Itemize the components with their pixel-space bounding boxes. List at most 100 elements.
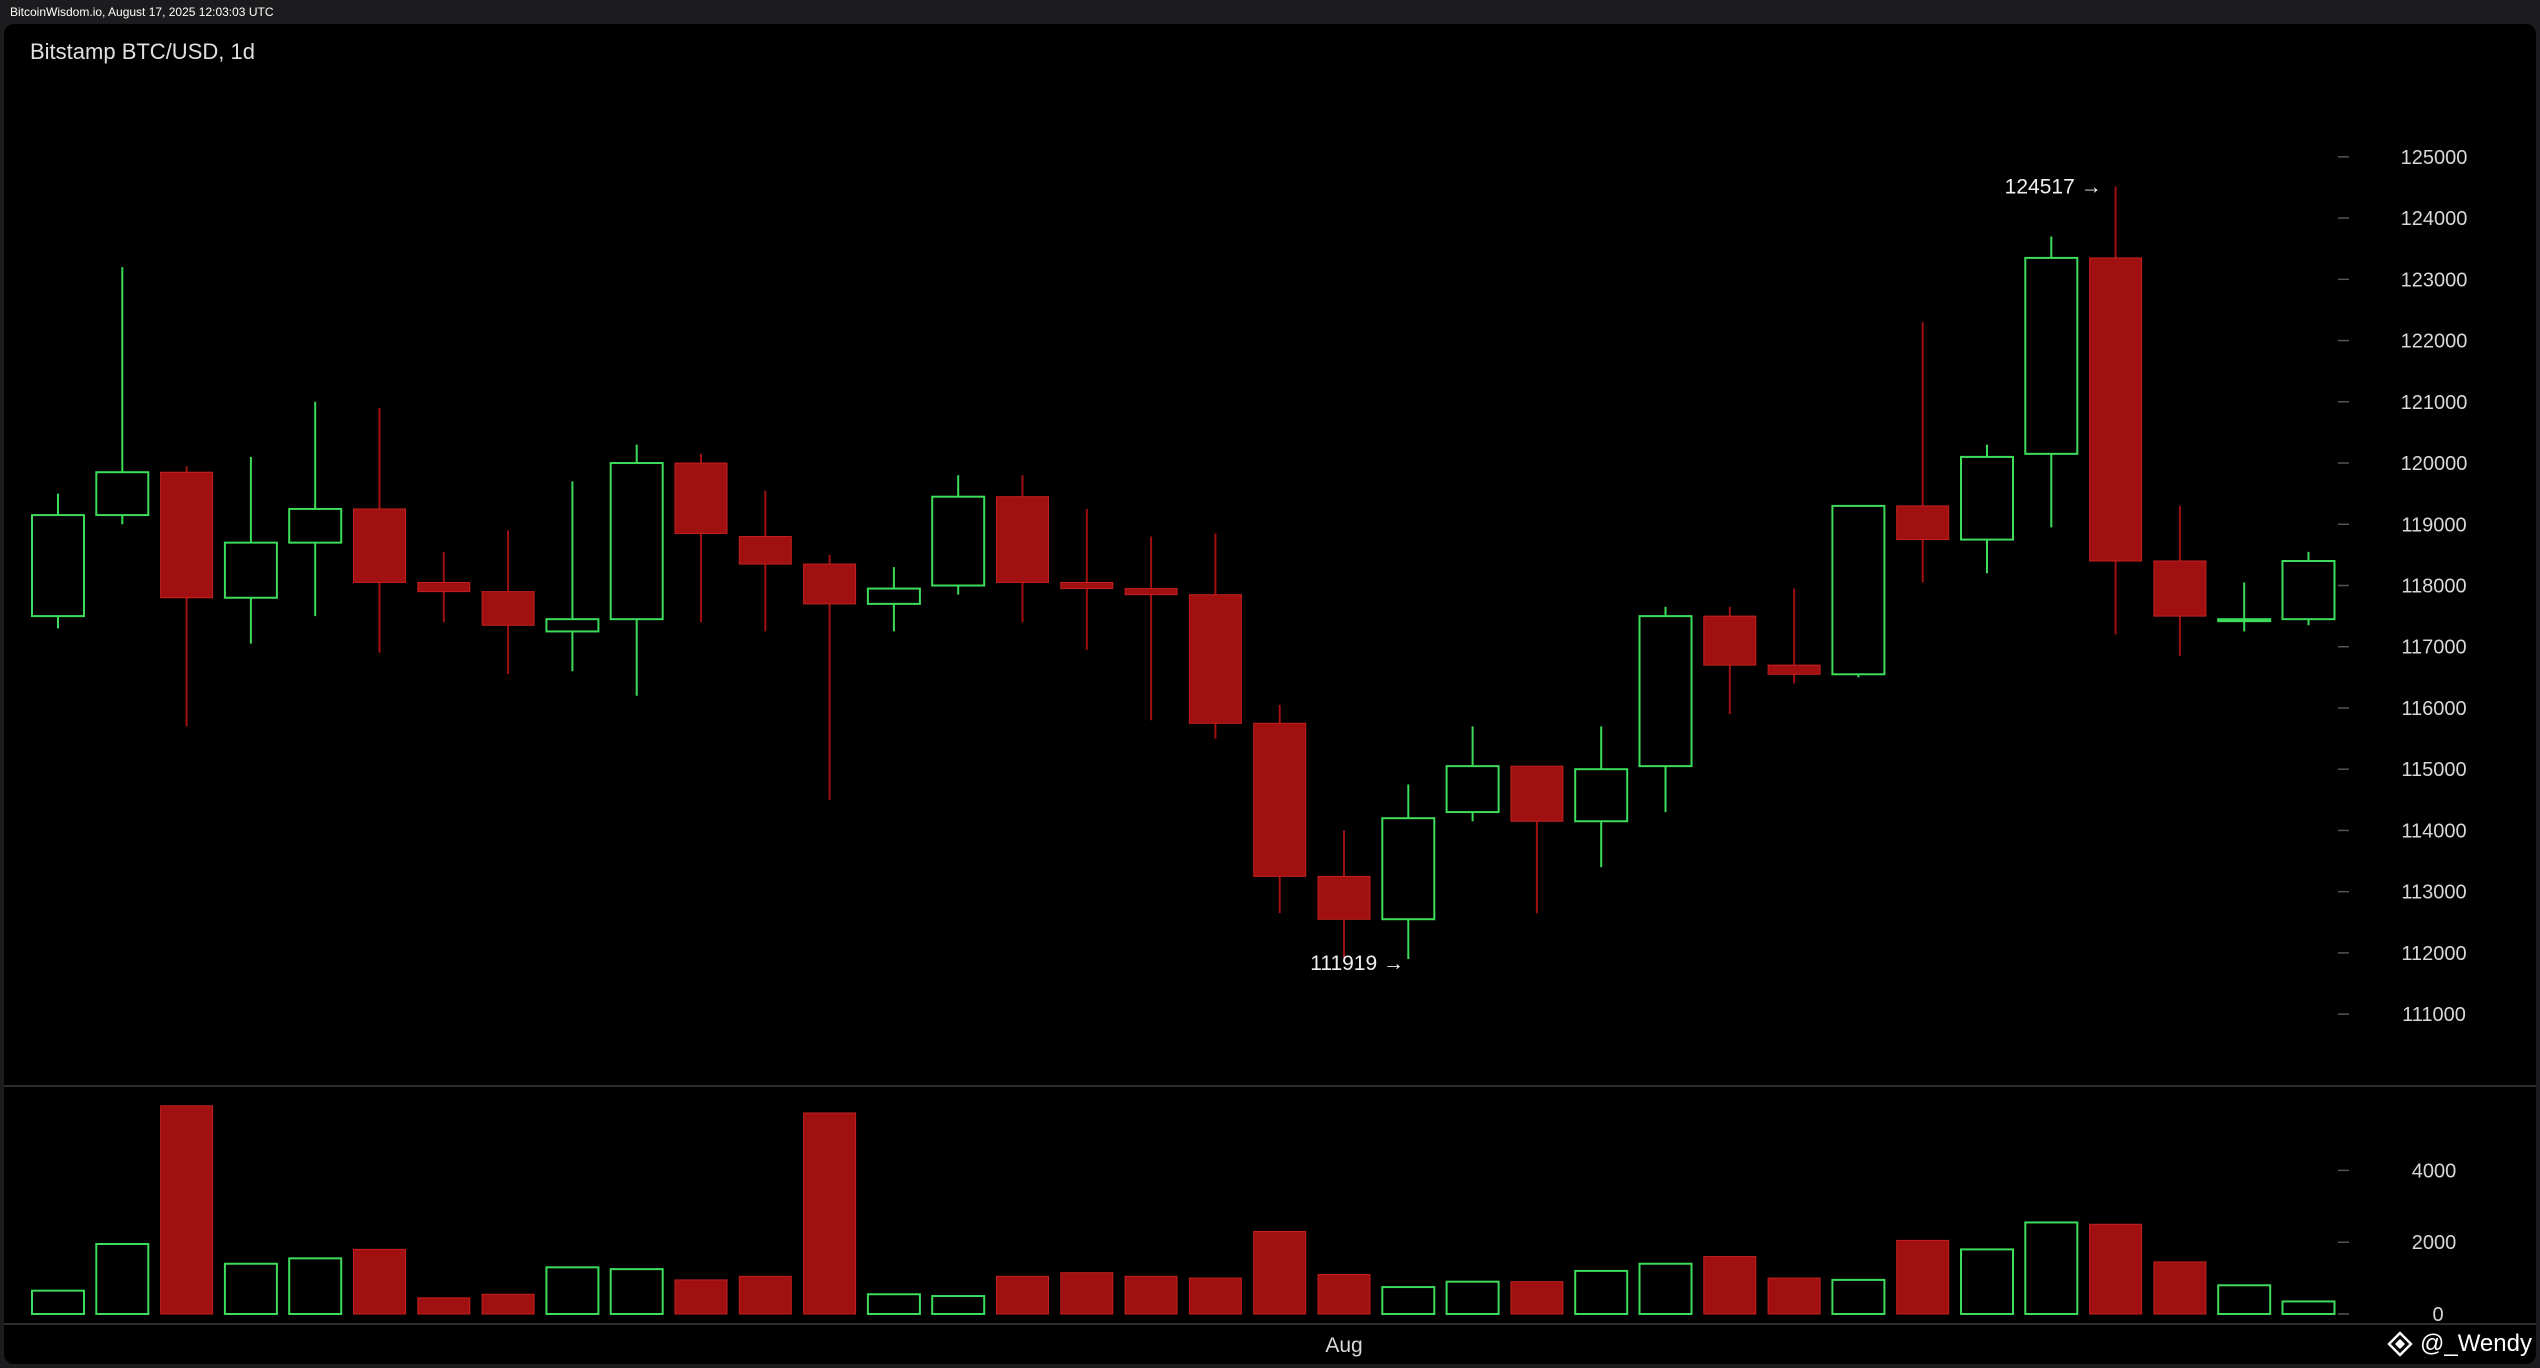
volume-bar-up (931, 1295, 986, 1316)
candle-body-up (31, 514, 85, 618)
watermark: @_Wendy (2380, 1326, 2540, 1362)
price-tick-label: 114000 (2401, 820, 2466, 842)
low-price-annotation: 111919 → (1310, 952, 1404, 975)
volume-bar-down (2153, 1261, 2207, 1315)
volume-bar-up (545, 1266, 600, 1315)
source-label: BitcoinWisdom.io, August 17, 2025 12:03:… (10, 5, 274, 19)
volume-bar-up (2217, 1284, 2272, 1316)
volume-bar-up (1574, 1269, 1629, 1316)
candle-body-up (866, 587, 921, 605)
candle-body-up (1381, 817, 1436, 921)
chart-panel: Bitstamp BTC/USD, 1d 111000 112000 113000 11… (4, 24, 2536, 1364)
volume-bar-up (609, 1268, 664, 1315)
volume-bar-down (1317, 1274, 1371, 1315)
candle-body-up (609, 462, 664, 621)
candle-body-up (1831, 504, 1886, 676)
volume-tick-label: 0 (2432, 1304, 2443, 1326)
price-tick-label: 118000 (2401, 576, 2466, 598)
high-price-annotation: 124517 → (2005, 175, 2102, 198)
volume-bar-up (31, 1289, 85, 1316)
volume-bar-up (2281, 1300, 2336, 1316)
candle-body-down (2153, 560, 2207, 617)
candle-body-down (738, 536, 792, 565)
volume-bar-down (1060, 1272, 1114, 1315)
volume-bar-down (481, 1293, 535, 1315)
volume-tick-label: 4000 (2412, 1160, 2457, 1182)
top-bar: BitcoinWisdom.io, August 17, 2025 12:03:… (0, 0, 2540, 24)
volume-bar-down (1253, 1230, 1307, 1315)
price-tick-label: 123000 (2401, 269, 2468, 291)
candle-body-down (417, 581, 471, 593)
candle-body-up (223, 541, 278, 599)
price-tick-label: 121000 (2401, 392, 2468, 414)
candle-body-up (931, 495, 986, 587)
volume-bar-up (288, 1257, 343, 1315)
candle-body-down (996, 496, 1049, 583)
candle-body-down (2089, 257, 2143, 562)
candle-body-down (1253, 722, 1307, 877)
volume-bar-up (2024, 1221, 2079, 1315)
volume-bar-down (2089, 1223, 2143, 1315)
volume-bar-down (996, 1275, 1049, 1315)
candle-body-down (1510, 765, 1564, 822)
candle-body-down (1767, 664, 1821, 675)
candle-body-up (2281, 560, 2336, 621)
price-tick-label: 124000 (2401, 208, 2468, 230)
x-axis-month-label: Aug (1325, 1334, 1362, 1357)
volume-bar-up (223, 1262, 278, 1315)
candle-body-up (1445, 765, 1500, 814)
price-tick-label: 115000 (2401, 759, 2466, 781)
volume-bar-up (1445, 1280, 1500, 1315)
volume-bar-down (1124, 1275, 1178, 1315)
candle-body-down (160, 471, 214, 599)
price-tick-label: 117000 (2401, 637, 2466, 659)
candlestick-chart: Bitstamp BTC/USD, 1d 111000 112000 113000 11… (4, 39, 2536, 1357)
price-tick-label: 120000 (2401, 453, 2468, 475)
candle-body-up (1574, 768, 1629, 823)
candle-body-down (1317, 875, 1371, 920)
price-tick-label: 125000 (2401, 147, 2468, 169)
volume-bar-up (866, 1293, 921, 1316)
volume-bar-down (417, 1297, 471, 1315)
volume-bar-up (1381, 1286, 1436, 1315)
price-tick-label: 111000 (2402, 1004, 2466, 1026)
chart-title: Bitstamp BTC/USD, 1d (30, 39, 255, 64)
candle-body-down (353, 508, 406, 583)
candle-body-up (1960, 455, 2014, 541)
volume-bar-down (1188, 1277, 1242, 1315)
price-tick-label: 116000 (2401, 698, 2466, 720)
volume-bar-down (1703, 1256, 1757, 1315)
price-tick-label: 122000 (2401, 331, 2468, 353)
candle-body-up (288, 507, 343, 544)
volume-bar-down (674, 1279, 728, 1315)
volume-bar-up (95, 1242, 150, 1315)
candle-body-up (545, 618, 600, 633)
candle-body-down (1703, 615, 1757, 666)
volume-bar-down (1896, 1239, 1950, 1315)
volume-tick-label: 2000 (2412, 1232, 2457, 1254)
volume-bar-down (738, 1275, 792, 1315)
diamond-logo-icon (2387, 1331, 2413, 1357)
price-tick-label: 113000 (2401, 882, 2466, 904)
volume-bar-down (160, 1105, 214, 1315)
watermark-text: @_Wendy (2420, 1330, 2532, 1357)
price-tick-label: 119000 (2401, 514, 2466, 536)
volume-bar-down (1767, 1277, 1821, 1315)
candle-body-down (803, 563, 857, 605)
volume-bar-up (1638, 1262, 1693, 1315)
price-tick-label: 112000 (2401, 943, 2466, 965)
candle-body-down (1188, 594, 1242, 724)
volume-bar-up (1960, 1248, 2014, 1316)
candle-body-down (1060, 581, 1114, 590)
candle-body-up (1638, 615, 1693, 768)
candle-body-down (674, 462, 728, 534)
volume-bar-down (353, 1248, 406, 1315)
candle-body-up (2217, 618, 2272, 623)
volume-bar-down (803, 1112, 857, 1315)
candle-body-up (95, 471, 150, 517)
candle-body-down (1896, 505, 1950, 541)
candle-body-down (1124, 588, 1178, 596)
volume-bar-down (1510, 1281, 1564, 1315)
volume-bar-up (1831, 1278, 1886, 1316)
candle-body-down (481, 591, 535, 626)
